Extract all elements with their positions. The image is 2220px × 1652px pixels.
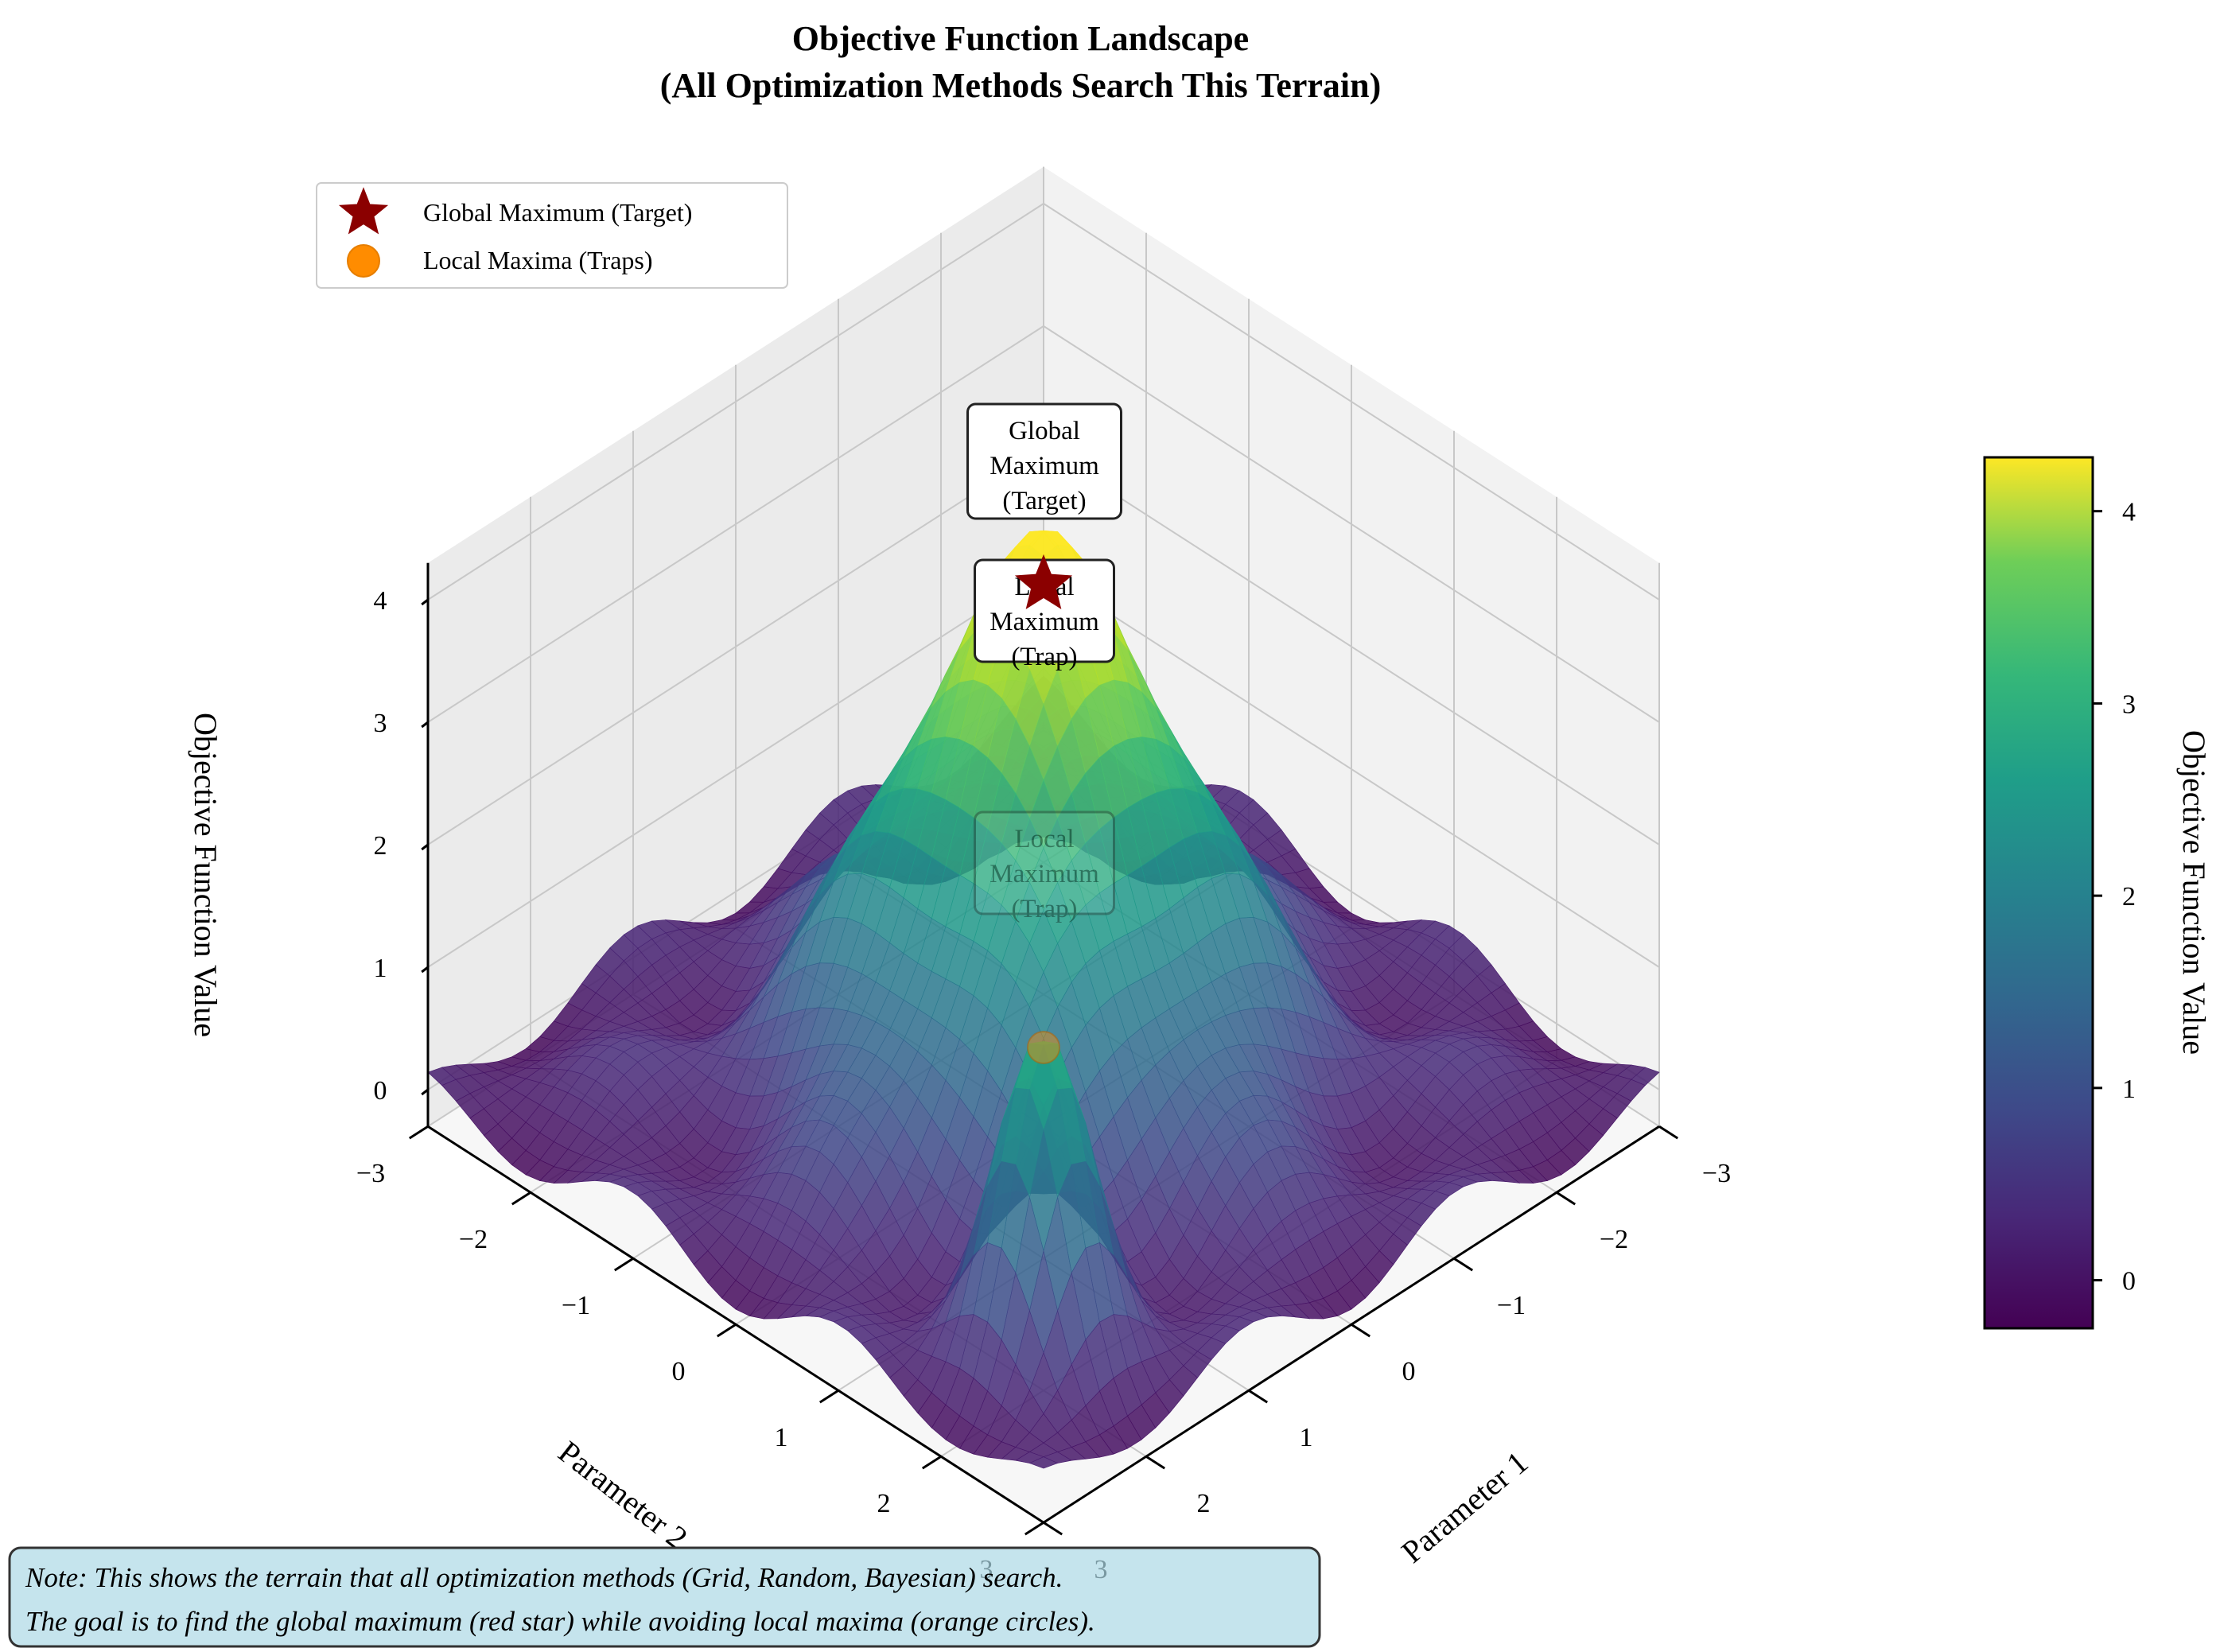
annotation-box bbox=[974, 810, 1115, 915]
z-tick-label: 0 bbox=[374, 1076, 387, 1106]
z-tick bbox=[421, 1088, 429, 1096]
y-axis-label: Parameter 2 bbox=[552, 1433, 694, 1556]
x-tick bbox=[1043, 1521, 1063, 1536]
legend-circle-icon bbox=[347, 244, 380, 278]
x-tick-label: −2 bbox=[1600, 1225, 1628, 1254]
z-tick-label: 3 bbox=[374, 709, 387, 738]
colorbar-tick-label: 2 bbox=[2122, 882, 2136, 912]
annotation-line: (Trap) bbox=[1011, 643, 1077, 671]
gridline-z bbox=[427, 202, 1660, 601]
y-tick bbox=[511, 1191, 531, 1206]
colorbar-gradient bbox=[1983, 456, 2094, 1330]
colorbar-tick-label: 1 bbox=[2122, 1075, 2136, 1104]
y-tick bbox=[818, 1389, 839, 1404]
note-line-2: The goal is to find the global maximum (… bbox=[25, 1606, 1095, 1637]
legend-label-local: Local Maxima (Traps) bbox=[423, 246, 653, 274]
annotation-local_2: Local Maximum (Trap) bbox=[974, 810, 1115, 923]
x-tick-label: 0 bbox=[1402, 1357, 1416, 1386]
colorbar: 0 1 2 3 4 Objective Function Value bbox=[1983, 456, 2212, 1330]
chart-title-line2: (All Optimization Methods Search This Te… bbox=[660, 66, 1382, 105]
annotation-box bbox=[966, 402, 1122, 520]
z-tick bbox=[421, 843, 429, 851]
x-tick bbox=[1351, 1323, 1371, 1338]
z-axis-label: Objective Function Value bbox=[188, 713, 224, 1037]
x-tick-label: −1 bbox=[1497, 1291, 1526, 1320]
y-tick-label: −1 bbox=[562, 1291, 590, 1320]
axes-lines bbox=[408, 562, 1679, 1536]
z-tick bbox=[421, 721, 429, 729]
global-maximum-star-overlay-icon bbox=[1014, 554, 1073, 609]
annotation-line: Local bbox=[1014, 825, 1074, 853]
annotation-line: (Trap) bbox=[1011, 895, 1077, 923]
x-tick bbox=[1658, 1125, 1679, 1140]
y-tick bbox=[613, 1257, 634, 1272]
z-tick-label: 4 bbox=[374, 586, 387, 616]
y-tick bbox=[408, 1125, 429, 1140]
y-tick-label: 0 bbox=[672, 1357, 686, 1386]
x-tick bbox=[1145, 1455, 1166, 1470]
colorbar-ticks: 0 1 2 3 4 bbox=[2093, 498, 2136, 1296]
y-tick bbox=[1024, 1521, 1044, 1536]
x-tick-label: 1 bbox=[1300, 1423, 1313, 1452]
legend-label-global: Global Maximum (Target) bbox=[423, 198, 692, 227]
note-box: Note: This shows the terrain that all op… bbox=[8, 1546, 1321, 1648]
y-tick bbox=[921, 1455, 942, 1470]
z-tick-label: 2 bbox=[374, 831, 387, 861]
surface-patch bbox=[1028, 1456, 1059, 1469]
colorbar-tick-label: 0 bbox=[2122, 1267, 2136, 1296]
x-tick-label: 2 bbox=[1197, 1489, 1211, 1518]
z-tick-label: 1 bbox=[374, 954, 387, 983]
x-tick-label: −3 bbox=[1702, 1159, 1731, 1188]
y-tick-label: 1 bbox=[775, 1423, 788, 1452]
annotation-line: Maximum bbox=[989, 860, 1099, 888]
y-tick bbox=[716, 1323, 737, 1338]
y-tick-label: 2 bbox=[877, 1489, 891, 1518]
annotation-line: Maximum bbox=[989, 608, 1099, 636]
colorbar-tick-label: 3 bbox=[2122, 690, 2136, 719]
annotation-line: Maximum bbox=[989, 452, 1099, 480]
x-tick bbox=[1556, 1191, 1577, 1206]
annotation-line: (Target) bbox=[1002, 487, 1086, 515]
x-axis-label: Parameter 1 bbox=[1394, 1444, 1534, 1570]
colorbar-label: Objective Function Value bbox=[2176, 730, 2212, 1055]
annotation-line: Global bbox=[1009, 417, 1080, 445]
local-maximum-circle-icon bbox=[1027, 1031, 1060, 1064]
x-tick bbox=[1453, 1257, 1474, 1272]
markers: GlobalMaximum(Target)LocalMaximum(Trap)L… bbox=[966, 402, 1122, 1064]
note-background bbox=[8, 1546, 1321, 1648]
y-tick-label: −2 bbox=[459, 1225, 488, 1254]
legend: Global Maximum (Target) Local Maxima (Tr… bbox=[316, 182, 788, 289]
note-line-1: Note: This shows the terrain that all op… bbox=[25, 1562, 1063, 1593]
z-tick bbox=[421, 598, 429, 606]
surface-plot bbox=[427, 530, 1660, 1469]
z-tick bbox=[421, 966, 429, 974]
x-tick bbox=[1248, 1389, 1269, 1404]
legend-star-icon bbox=[338, 187, 389, 235]
gridline-z bbox=[427, 325, 1660, 723]
y-tick-label: −3 bbox=[356, 1159, 385, 1188]
colorbar-tick-label: 4 bbox=[2122, 498, 2136, 527]
annotation-global: Global Maximum (Target) bbox=[966, 402, 1122, 520]
chart-title-line1: Objective Function Landscape bbox=[792, 19, 1249, 58]
legend-box bbox=[316, 182, 788, 289]
